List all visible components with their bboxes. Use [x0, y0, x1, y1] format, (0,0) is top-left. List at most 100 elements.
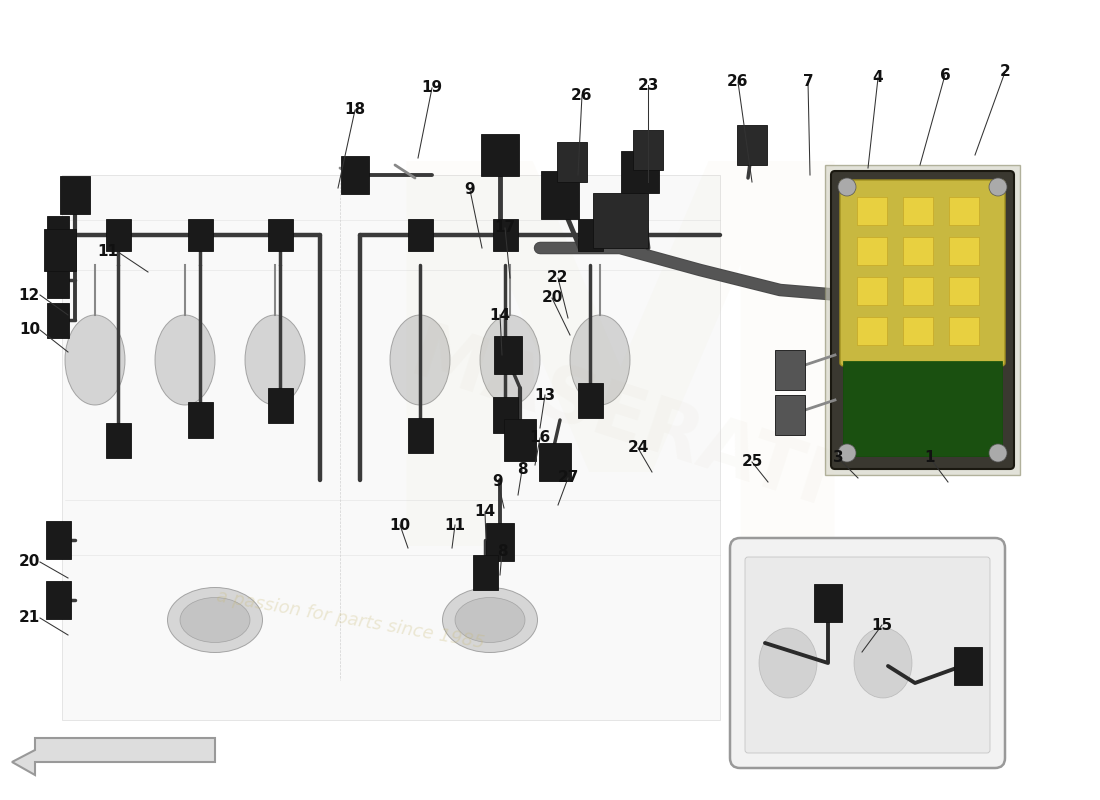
- Bar: [407, 219, 432, 251]
- Text: 17: 17: [494, 221, 516, 235]
- Circle shape: [989, 444, 1006, 462]
- FancyBboxPatch shape: [745, 557, 990, 753]
- Bar: [825, 165, 1020, 475]
- Text: 3: 3: [833, 450, 844, 466]
- Text: 4: 4: [872, 70, 883, 86]
- Bar: [949, 317, 979, 345]
- Text: MASERATI: MASERATI: [402, 318, 838, 522]
- Bar: [481, 134, 519, 176]
- Text: M: M: [358, 144, 882, 656]
- Text: 10: 10: [389, 518, 410, 533]
- Text: 20: 20: [541, 290, 563, 306]
- Circle shape: [838, 178, 856, 196]
- Bar: [903, 237, 933, 265]
- Text: 20: 20: [19, 554, 40, 570]
- Text: 9: 9: [464, 182, 475, 198]
- Ellipse shape: [245, 315, 305, 405]
- Bar: [903, 197, 933, 225]
- Text: 23: 23: [637, 78, 659, 93]
- Text: 19: 19: [421, 81, 442, 95]
- Ellipse shape: [570, 315, 630, 405]
- Bar: [541, 171, 579, 219]
- Bar: [903, 317, 933, 345]
- Ellipse shape: [155, 315, 214, 405]
- Bar: [857, 317, 887, 345]
- Ellipse shape: [854, 628, 912, 698]
- Bar: [776, 395, 805, 435]
- Text: 6: 6: [939, 67, 950, 82]
- Bar: [539, 443, 571, 481]
- Bar: [621, 151, 659, 193]
- Bar: [47, 216, 69, 254]
- Bar: [60, 176, 90, 214]
- Bar: [949, 197, 979, 225]
- Bar: [493, 398, 517, 433]
- Circle shape: [838, 444, 856, 462]
- Bar: [44, 229, 76, 271]
- FancyBboxPatch shape: [840, 180, 1005, 366]
- Ellipse shape: [455, 598, 525, 642]
- Bar: [486, 523, 514, 561]
- Ellipse shape: [480, 315, 540, 405]
- Ellipse shape: [180, 598, 250, 642]
- Text: 26: 26: [727, 74, 749, 90]
- Ellipse shape: [759, 628, 817, 698]
- Bar: [267, 219, 293, 251]
- Text: 1: 1: [925, 450, 935, 466]
- Text: 22: 22: [548, 270, 569, 286]
- Text: 26: 26: [571, 87, 593, 102]
- Bar: [187, 219, 212, 251]
- Text: 16: 16: [529, 430, 551, 446]
- Polygon shape: [12, 738, 214, 775]
- Ellipse shape: [442, 587, 538, 653]
- Bar: [45, 581, 70, 619]
- Bar: [187, 402, 212, 438]
- Bar: [47, 302, 69, 338]
- Text: 8: 8: [497, 545, 507, 559]
- Bar: [903, 277, 933, 305]
- Text: 2: 2: [1000, 65, 1011, 79]
- Text: 15: 15: [871, 618, 892, 633]
- Text: 7: 7: [803, 74, 813, 90]
- Circle shape: [989, 178, 1006, 196]
- Bar: [949, 277, 979, 305]
- Text: 12: 12: [19, 287, 40, 302]
- Ellipse shape: [390, 315, 450, 405]
- Text: 18: 18: [344, 102, 365, 118]
- Bar: [843, 361, 1002, 456]
- Text: 10: 10: [19, 322, 40, 338]
- Bar: [776, 350, 805, 390]
- Text: 8: 8: [517, 462, 527, 478]
- Text: 14: 14: [490, 307, 510, 322]
- Bar: [557, 142, 587, 182]
- Text: 11: 11: [444, 518, 465, 533]
- Bar: [47, 262, 69, 298]
- Bar: [857, 197, 887, 225]
- Ellipse shape: [167, 587, 263, 653]
- Text: 24: 24: [627, 441, 649, 455]
- Bar: [407, 418, 432, 453]
- Text: 27: 27: [558, 470, 579, 486]
- Bar: [45, 521, 70, 559]
- Bar: [493, 219, 517, 251]
- Polygon shape: [62, 175, 720, 720]
- Bar: [267, 387, 293, 422]
- Bar: [504, 419, 536, 461]
- Bar: [737, 125, 767, 165]
- Bar: [578, 219, 603, 251]
- Text: 25: 25: [741, 454, 762, 470]
- Text: 21: 21: [19, 610, 40, 626]
- Bar: [954, 647, 982, 685]
- Bar: [106, 422, 131, 458]
- Text: 9: 9: [493, 474, 504, 490]
- Bar: [578, 382, 603, 418]
- Bar: [857, 277, 887, 305]
- Bar: [473, 554, 497, 590]
- Bar: [814, 584, 842, 622]
- Text: 11: 11: [97, 245, 118, 259]
- Bar: [593, 193, 648, 247]
- Text: 13: 13: [535, 387, 556, 402]
- Bar: [857, 237, 887, 265]
- FancyBboxPatch shape: [730, 538, 1005, 768]
- Bar: [632, 130, 663, 170]
